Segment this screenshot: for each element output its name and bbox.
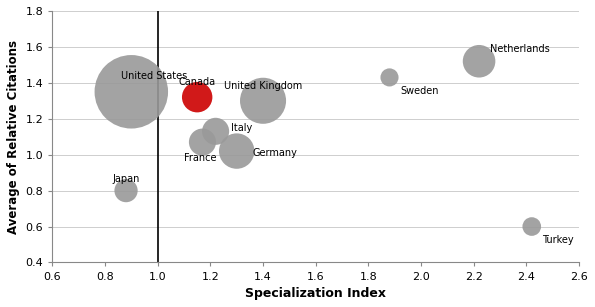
Point <box>474 59 484 64</box>
Text: Turkey: Turkey <box>542 235 574 245</box>
Point <box>527 224 537 229</box>
Point <box>198 140 207 145</box>
Text: United Kingdom: United Kingdom <box>224 81 302 91</box>
Point <box>121 188 131 193</box>
Text: Italy: Italy <box>231 123 253 133</box>
Y-axis label: Average of Relative Citations: Average of Relative Citations <box>7 40 20 234</box>
Text: Canada: Canada <box>178 77 216 87</box>
Point <box>192 95 202 100</box>
Text: United States: United States <box>121 71 187 81</box>
X-axis label: Specialization Index: Specialization Index <box>245 287 386 300</box>
Text: Sweden: Sweden <box>400 86 439 95</box>
Text: France: France <box>184 153 216 163</box>
Text: Japan: Japan <box>112 174 140 184</box>
Point <box>258 98 268 103</box>
Point <box>127 89 136 94</box>
Point <box>385 75 394 80</box>
Text: Netherlands: Netherlands <box>490 44 549 54</box>
Text: Germany: Germany <box>252 148 298 158</box>
Point <box>211 129 220 134</box>
Point <box>232 149 242 154</box>
